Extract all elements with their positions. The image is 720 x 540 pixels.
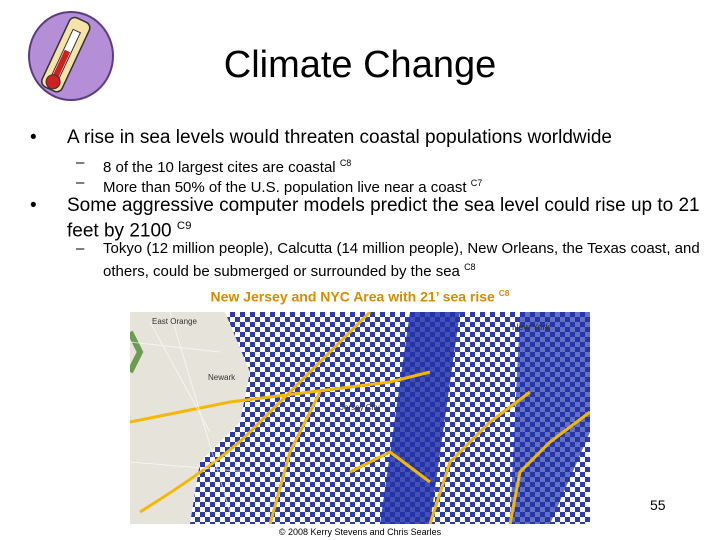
bullet: Some aggressive computer models predict … — [67, 195, 715, 241]
slide-title: Climate Change — [223, 44, 497, 86]
map: East Orange Newark Jersey City New York — [130, 312, 590, 524]
sub-text: Tokyo (12 million people), Calcutta (14 … — [103, 240, 700, 280]
credit: © 2008 Kerry Stevens and Chris Searles — [278, 527, 442, 537]
citation: C7 — [470, 178, 483, 188]
citation: C8 — [464, 262, 476, 272]
citation: C8 — [339, 158, 352, 168]
citation: C8 — [498, 288, 510, 298]
map-label: New York — [512, 322, 551, 332]
page-number: 55 — [650, 497, 666, 513]
dash: – — [76, 174, 85, 191]
map-label: Jersey City — [340, 403, 380, 412]
bullet-dot: • — [30, 127, 37, 148]
sub-text: 8 of the 10 largest cites are coastal — [103, 159, 336, 176]
map-caption: New Jersey and NYC Area with 21’ sea ris… — [130, 288, 590, 305]
dash: – — [76, 154, 85, 171]
map-label: East Orange — [152, 317, 197, 326]
bullet-text: Some aggressive computer models predict … — [67, 195, 700, 242]
caption-text: New Jersey and NYC Area with 21’ sea ris… — [210, 288, 495, 305]
thermometer-icon — [28, 11, 114, 101]
sub-bullet: 8 of the 10 largest cites are coastal C8 — [103, 154, 351, 177]
bullet: A rise in sea levels would threaten coas… — [67, 127, 612, 148]
sub-bullet: Tokyo (12 million people), Calcutta (14 … — [103, 240, 703, 281]
citation: C9 — [176, 220, 192, 232]
dash: – — [76, 240, 85, 257]
sub-text: More than 50% of the U.S. population liv… — [103, 179, 467, 196]
bullet-dot: • — [30, 195, 37, 216]
sub-bullet: More than 50% of the U.S. population liv… — [103, 174, 482, 197]
map-label: Newark — [208, 373, 236, 382]
